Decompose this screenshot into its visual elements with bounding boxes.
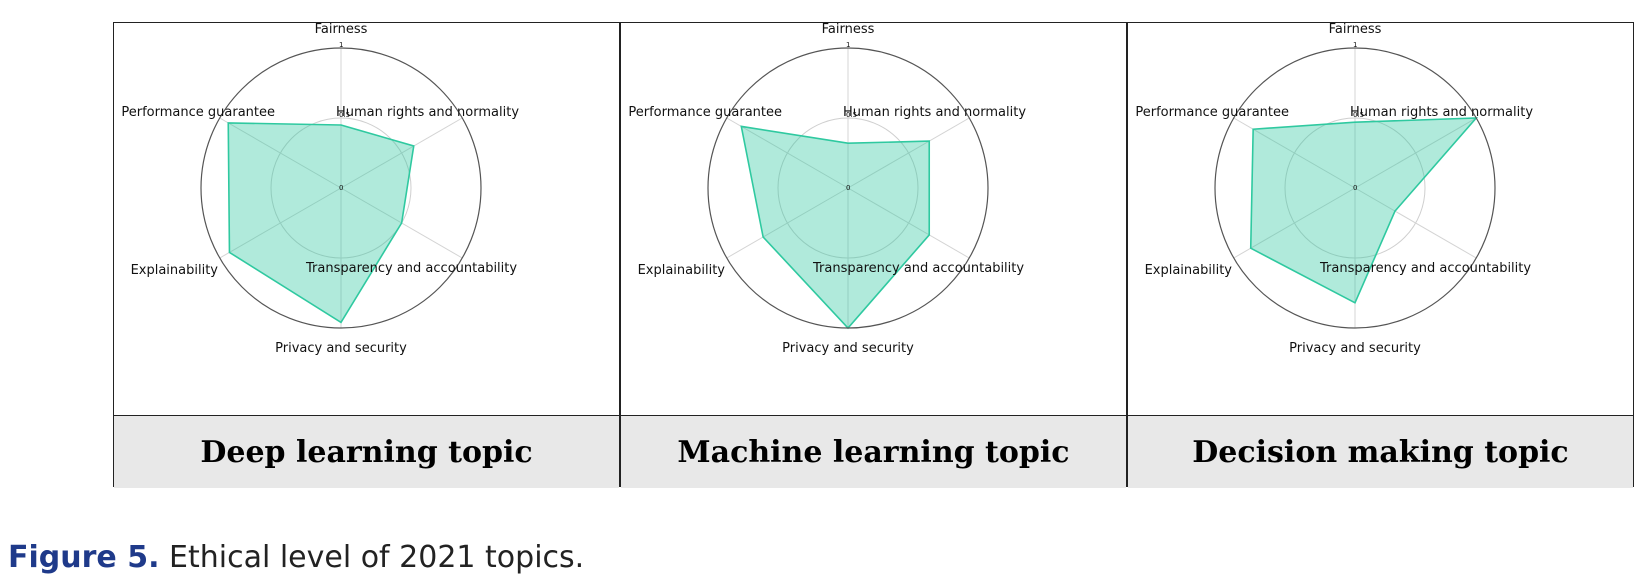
outer-circle — [1214, 47, 1496, 329]
data-polygon — [227, 122, 415, 324]
panel-title: Deep learning topic — [114, 415, 619, 488]
axis-label-privacy-and-security: Privacy and security — [782, 341, 914, 356]
figure-caption-text: Ethical level of 2021 topics. — [159, 540, 585, 575]
spoke-line — [847, 187, 970, 259]
axis-label-explainability: Explainability — [131, 263, 219, 278]
radar-panel-deep-learning-topic: 0 0.5 1 Fairness Human rights and normality T… — [113, 22, 620, 488]
tick-label: 1 — [846, 41, 850, 49]
tick-label: 1 — [339, 41, 343, 49]
axis-label-performance-guarantee: Performance guarantee — [121, 105, 275, 120]
axis-label-explainability: Explainability — [638, 263, 726, 278]
radar-panel-machine-learning-topic: 0 0.5 1 Fairness Human rights and normality T… — [620, 22, 1127, 488]
spoke-line — [1354, 187, 1477, 259]
tick-label: 0.5 — [339, 111, 350, 119]
tick-label: 0 — [1353, 184, 1357, 192]
figure-number: Figure 5. — [8, 540, 160, 575]
spoke-line — [219, 117, 342, 189]
radar-chart: 0 0.5 1 Fairness Human rights and normality T… — [628, 23, 1026, 356]
spoke-line — [1354, 117, 1477, 189]
tick-label: 0 — [846, 184, 850, 192]
outer-circle — [707, 47, 989, 329]
tick-label: 0.5 — [1353, 111, 1364, 119]
figure-caption: Figure 5. Ethical level of 2021 topics. — [8, 540, 584, 575]
tick-label: 1 — [1353, 41, 1357, 49]
outer-circle — [200, 47, 482, 329]
axis-label-human-rights-and-normality: Human rights and normality — [336, 105, 519, 120]
axis-label-performance-guarantee: Performance guarantee — [1135, 105, 1289, 120]
spoke-line — [847, 117, 970, 189]
axis-label-human-rights-and-normality: Human rights and normality — [843, 105, 1026, 120]
radar-panel-decision-making-topic: 0 0.5 1 Fairness Human rights and normality T… — [1127, 22, 1634, 488]
axis-label-human-rights-and-normality: Human rights and normality — [1350, 105, 1533, 120]
spoke-line — [726, 187, 849, 259]
axis-label-fairness: Fairness — [822, 23, 875, 37]
axis-label-fairness: Fairness — [315, 23, 368, 37]
axis-label-transparency-and-accountability: Transparency and accountability — [305, 261, 517, 276]
spoke-line — [219, 187, 342, 259]
tick-label: 0 — [339, 184, 343, 192]
axis-label-transparency-and-accountability: Transparency and accountability — [812, 261, 1024, 276]
data-polygon — [740, 125, 931, 330]
radar-figure: 0 0.5 1 Fairness Human rights and normality T… — [113, 22, 1634, 488]
axis-label-explainability: Explainability — [1145, 263, 1233, 278]
panel-title: Decision making topic — [1128, 415, 1633, 488]
axis-label-fairness: Fairness — [1329, 23, 1382, 37]
radar-chart: 0 0.5 1 Fairness Human rights and normality T… — [121, 23, 519, 356]
axis-label-privacy-and-security: Privacy and security — [275, 341, 407, 356]
spoke-line — [1233, 187, 1356, 259]
panel-title: Machine learning topic — [621, 415, 1126, 488]
axis-label-transparency-and-accountability: Transparency and accountability — [1319, 261, 1531, 276]
axis-label-privacy-and-security: Privacy and security — [1289, 341, 1421, 356]
tick-label: 0.5 — [846, 111, 857, 119]
radar-chart: 0 0.5 1 Fairness Human rights and normality T… — [1135, 23, 1533, 356]
axis-label-performance-guarantee: Performance guarantee — [628, 105, 782, 120]
spoke-line — [340, 117, 463, 189]
spoke-line — [726, 117, 849, 189]
